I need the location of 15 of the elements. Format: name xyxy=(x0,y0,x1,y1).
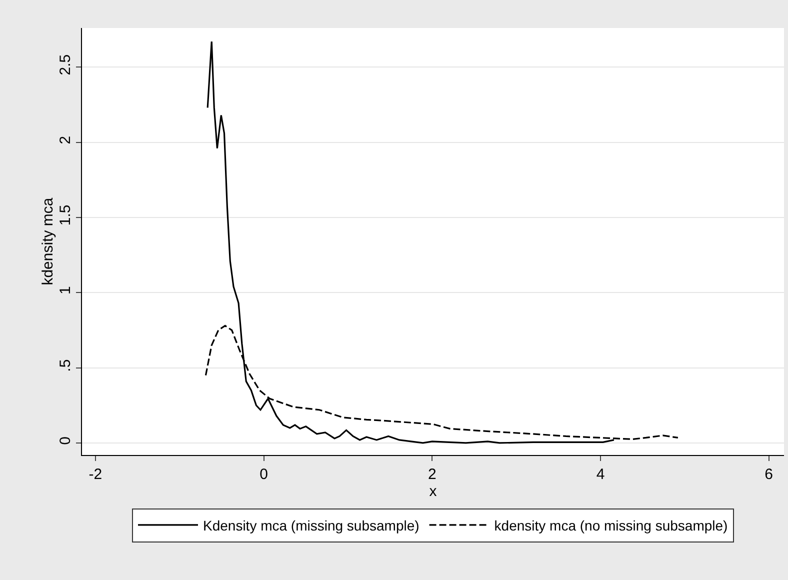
y-tick-label: .5 xyxy=(57,359,74,372)
x-axis-title: x xyxy=(429,483,438,500)
x-tick-label: 0 xyxy=(260,466,268,483)
legend-label: Kdensity mca (missing subsample) xyxy=(203,517,420,534)
y-tick-label: 1.5 xyxy=(57,204,74,226)
y-tick-label: 1 xyxy=(57,286,74,295)
x-tick-label: -2 xyxy=(88,466,102,483)
legend-label: kdensity mca (no missing subsample) xyxy=(494,517,728,534)
y-tick-label: 2.5 xyxy=(57,54,74,76)
y-tick-label: 2 xyxy=(57,136,74,144)
x-tick-label: 2 xyxy=(428,466,436,483)
y-tick-label: 0 xyxy=(57,436,74,445)
x-tick-label: 6 xyxy=(764,466,774,483)
y-axis-title: kdensity mca xyxy=(39,197,56,286)
x-tick-label: 4 xyxy=(596,466,605,483)
